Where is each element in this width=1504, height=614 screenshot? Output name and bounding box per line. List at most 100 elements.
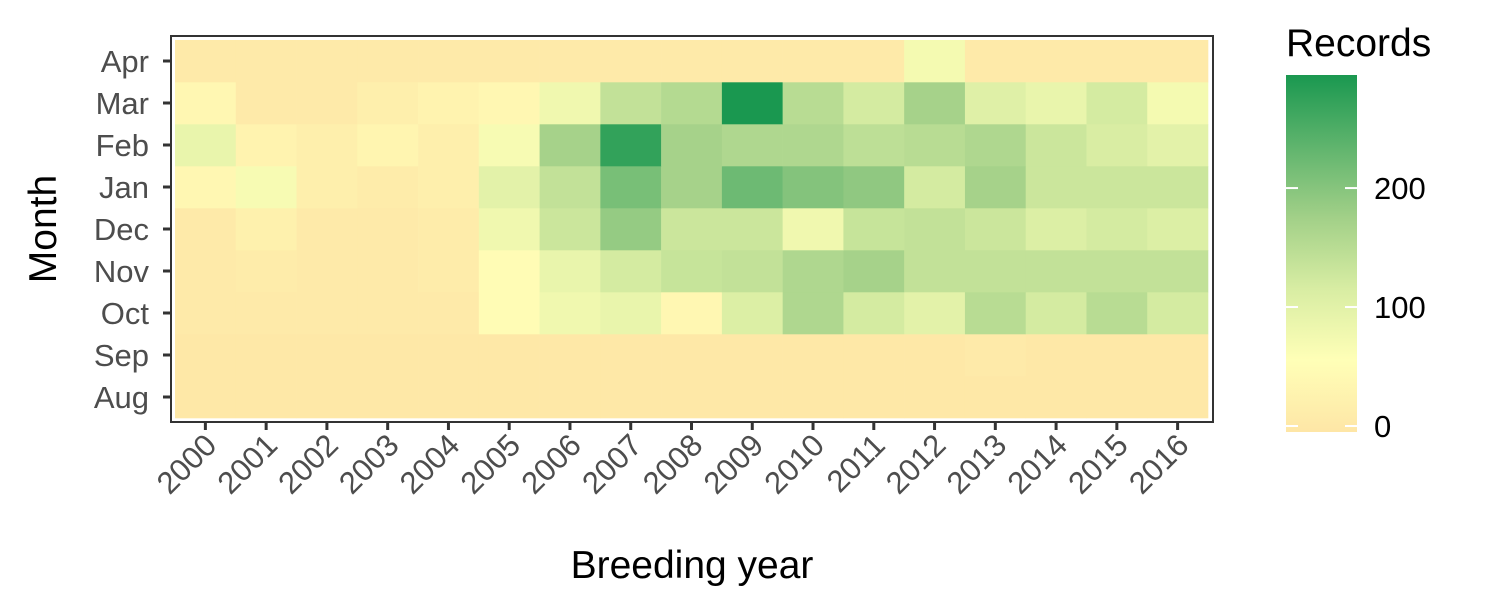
x-tick-label: 2007 <box>575 427 649 501</box>
heatmap-cell <box>661 166 723 209</box>
x-axis-title: Breeding year <box>571 544 814 587</box>
heatmap-cell <box>964 334 1026 377</box>
heatmap-cell <box>600 376 662 419</box>
y-tick-label: Oct <box>101 296 150 331</box>
heatmap-cell <box>904 166 966 209</box>
heatmap-cell <box>296 40 358 83</box>
heatmap-cell <box>843 124 905 167</box>
heatmap-cell <box>478 40 540 83</box>
heatmap-cell <box>296 166 358 209</box>
legend-ticks: 0 100 200 <box>1286 171 1426 444</box>
heatmap-cell <box>357 82 419 125</box>
heatmap-cell <box>296 376 358 419</box>
x-tick-label: 2016 <box>1122 427 1196 501</box>
y-tick-label: Aug <box>94 380 149 415</box>
heatmap-cell <box>661 208 723 251</box>
heatmap-cell <box>964 166 1026 209</box>
heatmap-cell <box>843 376 905 419</box>
heatmap-cell <box>418 82 480 125</box>
heatmap-cell <box>782 82 844 125</box>
heatmap-cell <box>782 292 844 335</box>
heatmap-cell <box>235 376 297 419</box>
heatmap-cell <box>175 250 237 293</box>
heatmap-cell <box>1086 208 1148 251</box>
y-tick-label: Mar <box>96 86 149 121</box>
heatmap-cell <box>357 166 419 209</box>
heatmap-cell <box>175 40 237 83</box>
y-axis-title: Month <box>22 175 65 283</box>
heatmap-cell <box>1147 250 1209 293</box>
heatmap-cell <box>175 124 237 167</box>
x-tick-label: 2000 <box>150 427 224 501</box>
heatmap-cell <box>782 124 844 167</box>
x-tick-label: 2012 <box>879 427 953 501</box>
heatmap-cell <box>235 82 297 125</box>
heatmap-cell <box>418 166 480 209</box>
heatmap-cell <box>175 82 237 125</box>
y-axis: Aug Sep Oct Nov Dec Jan Feb Mar Apr <box>94 44 171 415</box>
heatmap-cell <box>418 250 480 293</box>
heatmap-cell <box>357 250 419 293</box>
heatmap-cell <box>843 166 905 209</box>
heatmap-cell <box>843 82 905 125</box>
heatmap-cell <box>964 208 1026 251</box>
heatmap-cell <box>721 124 783 167</box>
heatmap-cell <box>661 334 723 377</box>
heatmap-cell <box>843 208 905 251</box>
heatmap-cell <box>296 292 358 335</box>
heatmap-cell <box>539 334 601 377</box>
heatmap-cell <box>175 166 237 209</box>
heatmap-cell <box>721 292 783 335</box>
legend-colorbar <box>1286 75 1357 432</box>
heatmap-cell <box>1086 292 1148 335</box>
heatmap-cell <box>539 208 601 251</box>
heatmap-cell <box>478 124 540 167</box>
heatmap-cell <box>661 82 723 125</box>
legend-tick-label: 0 <box>1374 409 1391 444</box>
heatmap-cell <box>1086 124 1148 167</box>
heatmap-cell <box>478 334 540 377</box>
x-tick-label: 2005 <box>454 427 528 501</box>
heatmap-cell <box>357 124 419 167</box>
heatmap-cell <box>721 40 783 83</box>
color-legend: Records 0 100 200 <box>1286 22 1431 444</box>
x-axis: 2000200120022003200420052006200720082009… <box>150 422 1196 501</box>
heatmap-cell <box>235 166 297 209</box>
heatmap-cell <box>478 166 540 209</box>
heatmap-cell <box>539 82 601 125</box>
heatmap-cell <box>661 376 723 419</box>
heatmap-cell <box>661 124 723 167</box>
heatmap-cell <box>1147 208 1209 251</box>
heatmap-cell <box>721 82 783 125</box>
heatmap-cell <box>904 40 966 83</box>
heatmap-cell <box>1147 376 1209 419</box>
heatmap-cell <box>600 166 662 209</box>
heatmap-cell <box>964 40 1026 83</box>
heatmap-cell <box>478 208 540 251</box>
heatmap-cell <box>418 124 480 167</box>
heatmap-cell <box>1086 250 1148 293</box>
heatmap-cell <box>1147 166 1209 209</box>
heatmap-cell <box>418 292 480 335</box>
heatmap-cell <box>782 40 844 83</box>
heatmap-cell <box>843 334 905 377</box>
heatmap-cell <box>964 82 1026 125</box>
heatmap-cell <box>600 124 662 167</box>
heatmap-cell <box>721 208 783 251</box>
heatmap-cell <box>235 334 297 377</box>
x-tick-label: 2011 <box>820 427 892 499</box>
heatmap-cell <box>357 376 419 419</box>
heatmap-cell <box>600 82 662 125</box>
heatmap-cell <box>843 40 905 83</box>
heatmap-cell <box>782 250 844 293</box>
heatmap-cell <box>175 334 237 377</box>
heatmap-cell <box>175 208 237 251</box>
heatmap-cell <box>904 208 966 251</box>
heatmap-cell <box>357 334 419 377</box>
heatmap-cell <box>1086 166 1148 209</box>
heatmap-cell <box>661 292 723 335</box>
heatmap-cell <box>600 334 662 377</box>
heatmap-cell <box>235 124 297 167</box>
heatmap-cell <box>843 292 905 335</box>
heatmap-cell <box>1086 376 1148 419</box>
